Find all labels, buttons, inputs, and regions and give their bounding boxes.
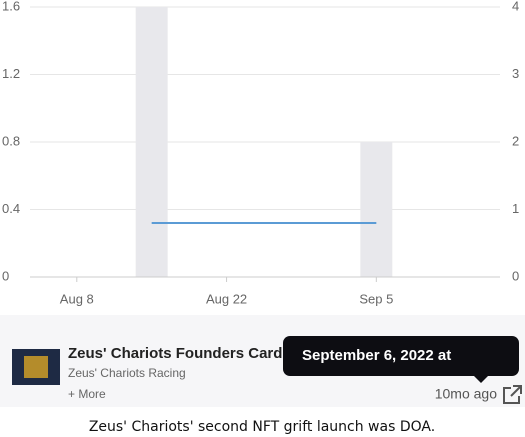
x-tick-label: Sep 5 — [359, 291, 393, 306]
more-link[interactable]: + More — [68, 387, 106, 401]
card-subtitle[interactable]: Zeus' Chariots Racing — [68, 366, 186, 380]
card-title[interactable]: Zeus' Chariots Founders Card — [68, 345, 282, 362]
thumbnail-art — [24, 356, 48, 378]
chart: 0 0.4 0.8 1.2 1.6 0 1 2 3 4 Aug 8 Aug 22 Sep 5 — [2, 0, 519, 306]
tooltip — [283, 336, 519, 376]
y-tick-label: 1.6 — [2, 0, 20, 13]
y2-tick-label: 2 — [512, 133, 519, 148]
y2-tick-label: 1 — [512, 201, 519, 216]
time-ago: 10mo ago — [435, 386, 497, 402]
external-link-icon[interactable] — [503, 385, 522, 404]
y2-tick-label: 0 — [512, 268, 519, 283]
y2-tick-label: 4 — [512, 0, 519, 13]
bar — [135, 7, 168, 277]
y2-tick-label: 3 — [512, 66, 519, 81]
y-tick-label: 1.2 — [2, 66, 20, 81]
y-tick-label: 0.8 — [2, 133, 20, 148]
y-tick-label: 0.4 — [2, 201, 20, 216]
x-tick-label: Aug 8 — [60, 291, 94, 306]
x-tick-label: Aug 22 — [206, 291, 247, 306]
bar — [360, 142, 393, 277]
y-tick-label: 0 — [2, 268, 9, 283]
tooltip-text: September 6, 2022 at — [302, 347, 451, 364]
tooltip-pointer — [473, 375, 489, 383]
caption: Zeus' Chariots' second NFT grift launch … — [89, 419, 435, 435]
